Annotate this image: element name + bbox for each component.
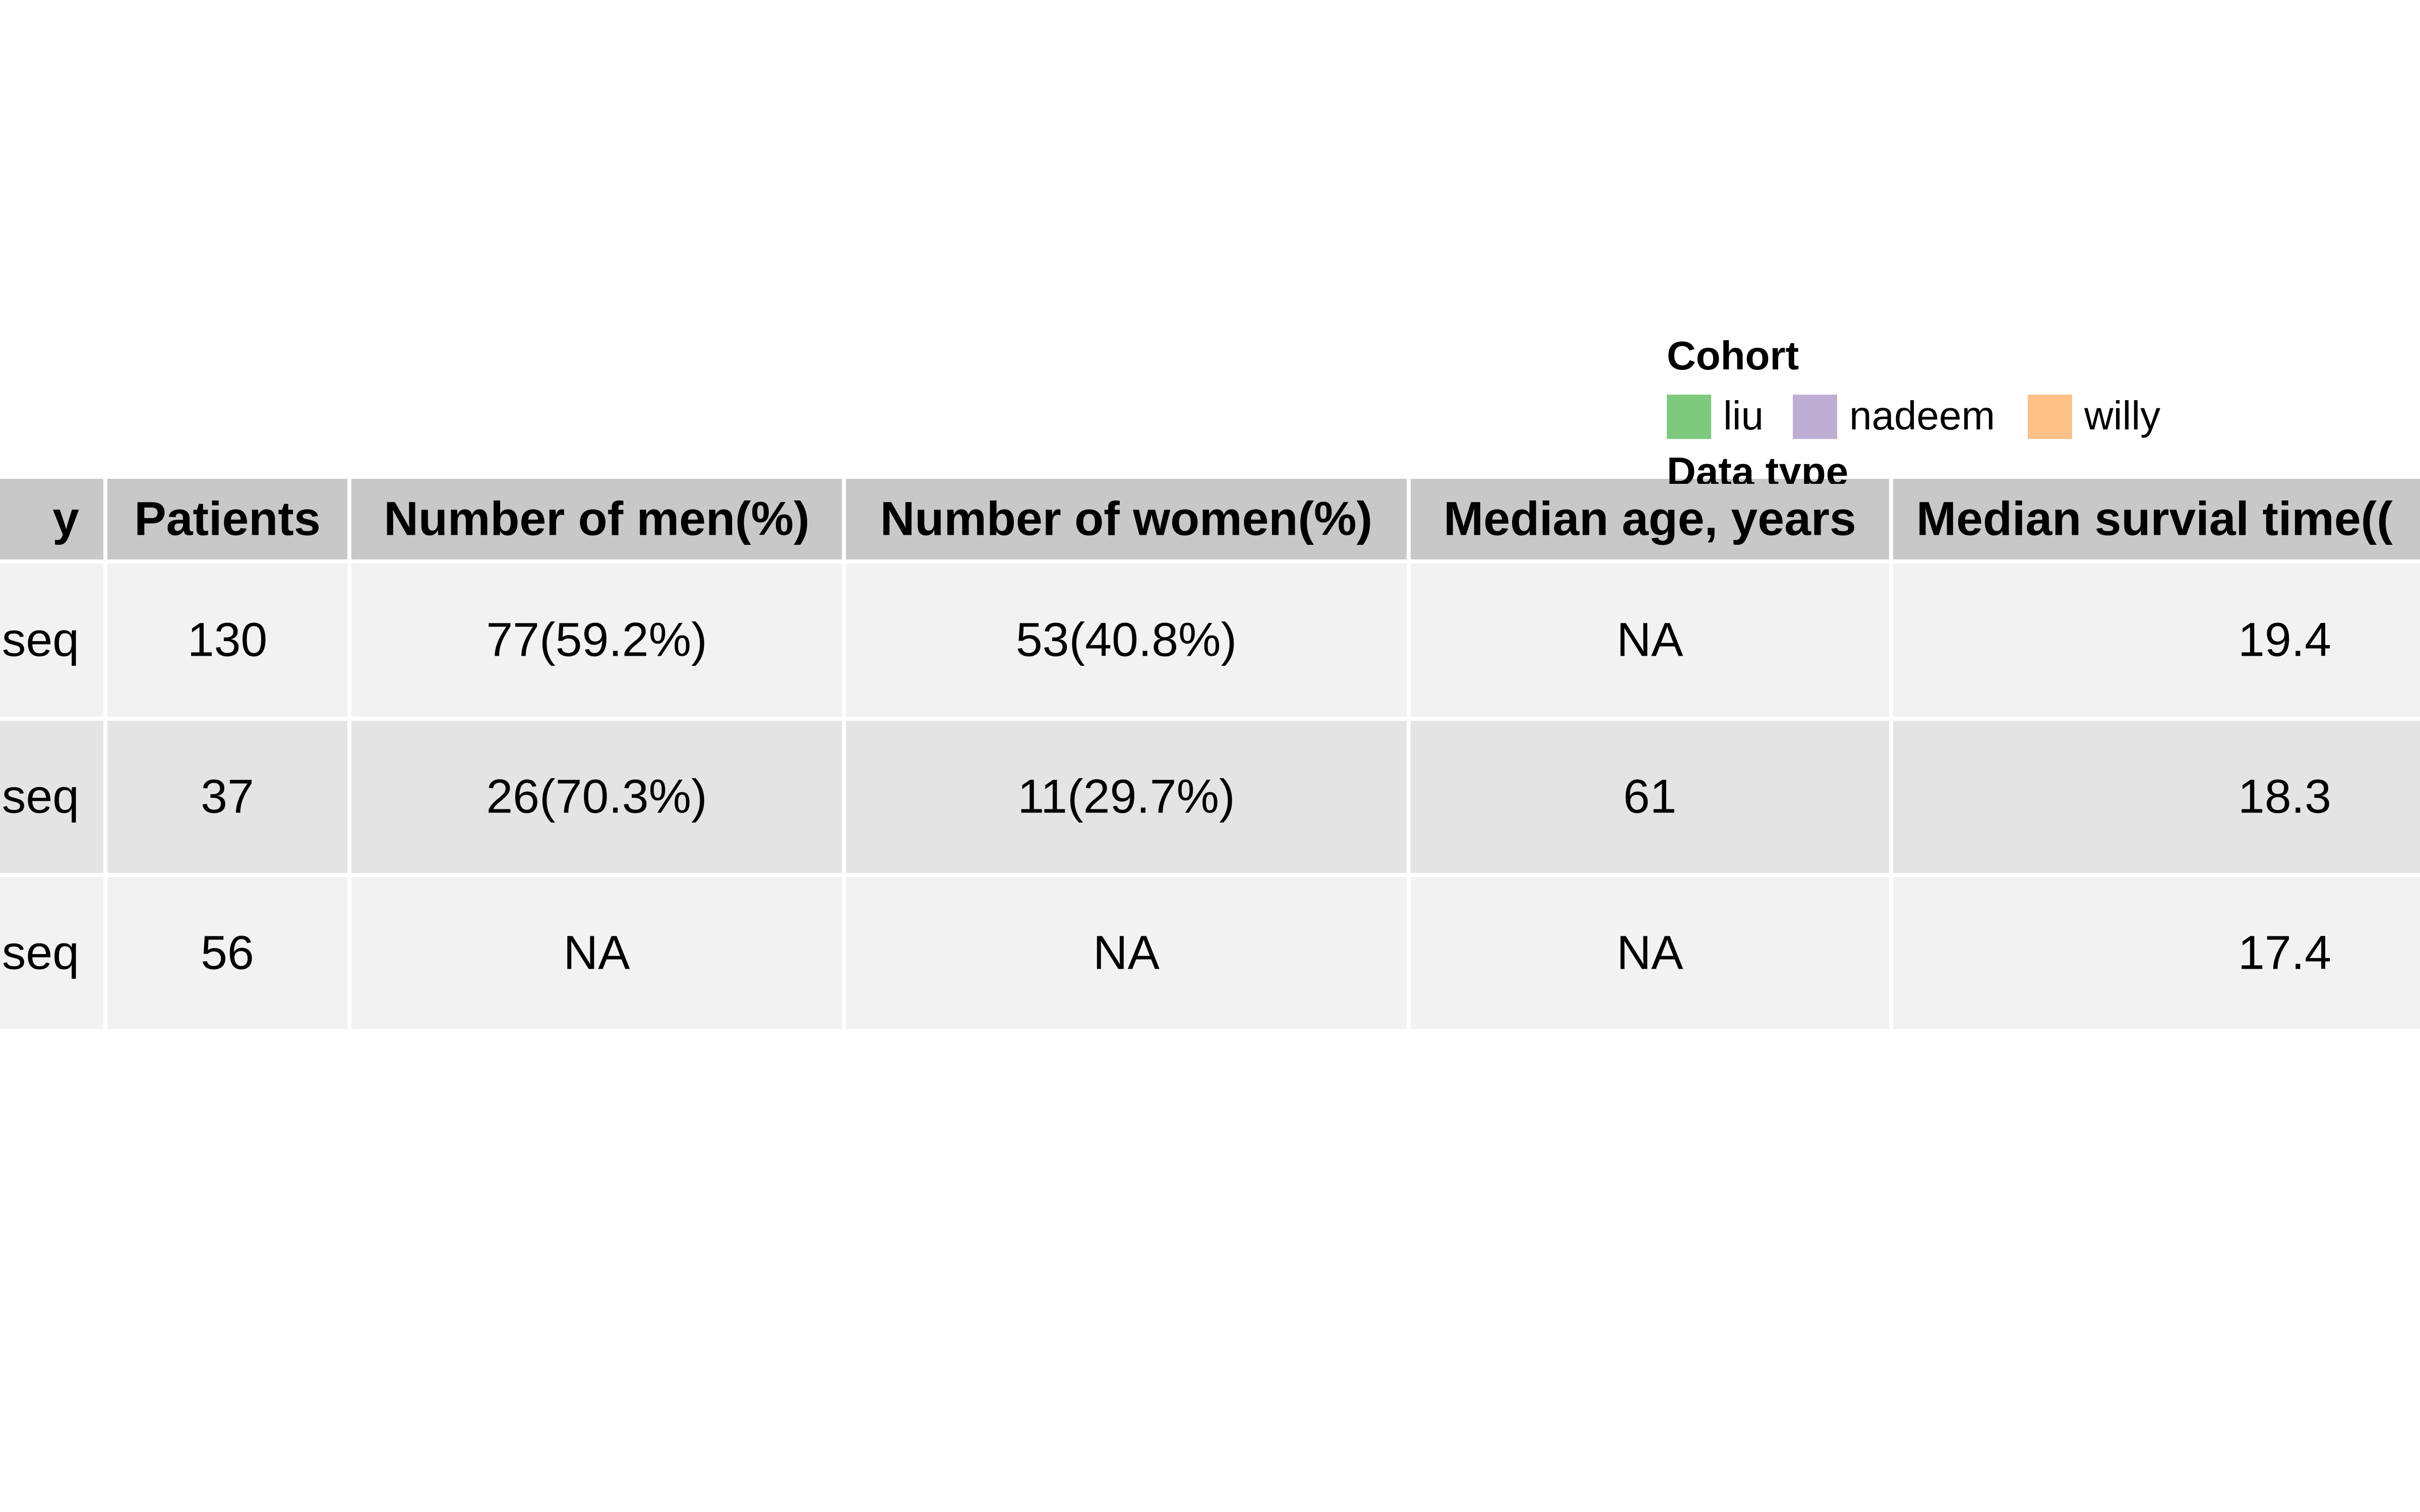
column-header-label: Median age, years xyxy=(1443,492,1856,546)
cell-value: NA xyxy=(1093,926,1160,980)
table-header-cell: Median age, years xyxy=(1411,479,1889,559)
cell-value: 56 xyxy=(201,926,254,980)
table-cell: 19.4 xyxy=(1893,563,2420,717)
table-cell: 37 xyxy=(107,721,347,873)
table-header-cell: Number of women(%) xyxy=(846,479,1407,559)
column-header-label: Median survial time(( xyxy=(1916,492,2393,546)
cell-value: 18.3 xyxy=(2238,770,2331,824)
legend: Cohort liu nadeem willy Data type xyxy=(1667,333,2221,484)
table-cell: 53(40.8%) xyxy=(846,563,1407,717)
table-cell: 18.3 xyxy=(1893,721,2420,873)
legend-title: Data type xyxy=(1667,449,1849,484)
column-header-label: Patients xyxy=(134,492,321,546)
table-cell: 56 xyxy=(107,877,347,1029)
column-header-label: Number of men(%) xyxy=(384,492,810,546)
cell-value: NA xyxy=(1616,613,1683,667)
cell-value: eseq xyxy=(0,770,79,824)
table-header-cell: Patients xyxy=(107,479,347,559)
table-cell: 130 xyxy=(107,563,347,717)
cell-value: NA xyxy=(1616,926,1683,980)
table-cell: 11(29.7%) xyxy=(846,721,1407,873)
cell-value: NA xyxy=(563,926,630,980)
legend-label: willy xyxy=(2084,393,2161,438)
cell-value: eseq xyxy=(0,926,79,980)
legend-items: liu nadeem willy xyxy=(1667,392,2221,442)
cell-value: 53(40.8%) xyxy=(1015,613,1237,667)
legend-swatch xyxy=(1793,395,1837,439)
table-cell: NA xyxy=(351,877,842,1029)
cell-value: 77(59.2%) xyxy=(486,613,707,667)
table-cell: eseq xyxy=(0,877,103,1029)
table-cell: NA xyxy=(846,877,1407,1029)
table-cell: 61 xyxy=(1411,721,1889,873)
cell-value: eseq xyxy=(0,613,79,667)
table-cell: eseq xyxy=(0,563,103,717)
cell-value: 61 xyxy=(1623,770,1677,824)
legend-swatch xyxy=(1667,395,1711,439)
table-cell: eseq xyxy=(0,721,103,873)
legend-label: nadeem xyxy=(1849,393,1995,438)
table-header-cell: Median survial time(( xyxy=(1893,479,2420,559)
table-header-cell: Number of men(%) xyxy=(351,479,842,559)
legend-label: liu xyxy=(1723,393,1764,438)
cell-value: 130 xyxy=(187,613,268,667)
table-cell: 77(59.2%) xyxy=(351,563,842,717)
legend-title: Cohort xyxy=(1667,333,1799,378)
cell-value: 19.4 xyxy=(2238,613,2331,667)
cell-value: 26(70.3%) xyxy=(486,770,707,824)
table-cell: NA xyxy=(1411,563,1889,717)
cell-value: 37 xyxy=(201,770,254,824)
table-cell: 17.4 xyxy=(1893,877,2420,1029)
cell-value: 17.4 xyxy=(2238,926,2331,980)
column-header-label: y xyxy=(52,492,79,546)
legend-swatch xyxy=(2028,395,2072,439)
table-header-cell: y xyxy=(0,479,103,559)
cell-value: 11(29.7%) xyxy=(1017,770,1235,824)
column-header-label: Number of women(%) xyxy=(880,492,1373,546)
table-cell: 26(70.3%) xyxy=(351,721,842,873)
table-cell: NA xyxy=(1411,877,1889,1029)
